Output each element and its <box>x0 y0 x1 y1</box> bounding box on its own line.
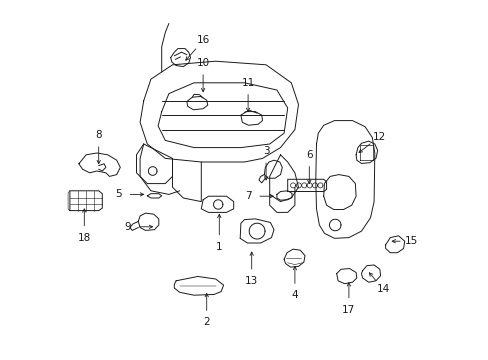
Text: 16: 16 <box>197 35 210 45</box>
Text: 5: 5 <box>115 189 122 199</box>
Text: 15: 15 <box>405 236 418 246</box>
Text: 12: 12 <box>372 132 385 142</box>
Text: 7: 7 <box>244 191 251 201</box>
Text: 3: 3 <box>262 146 269 156</box>
Text: 2: 2 <box>203 317 209 327</box>
Text: 11: 11 <box>241 78 254 88</box>
Text: 4: 4 <box>291 290 298 300</box>
Text: 14: 14 <box>376 284 389 294</box>
Text: 17: 17 <box>342 305 355 315</box>
Text: 6: 6 <box>305 150 312 160</box>
Text: 18: 18 <box>78 233 91 243</box>
Text: 9: 9 <box>124 222 131 232</box>
Text: 1: 1 <box>216 242 222 252</box>
Text: 8: 8 <box>95 130 102 140</box>
Text: 10: 10 <box>196 58 209 68</box>
Text: 13: 13 <box>244 276 258 286</box>
